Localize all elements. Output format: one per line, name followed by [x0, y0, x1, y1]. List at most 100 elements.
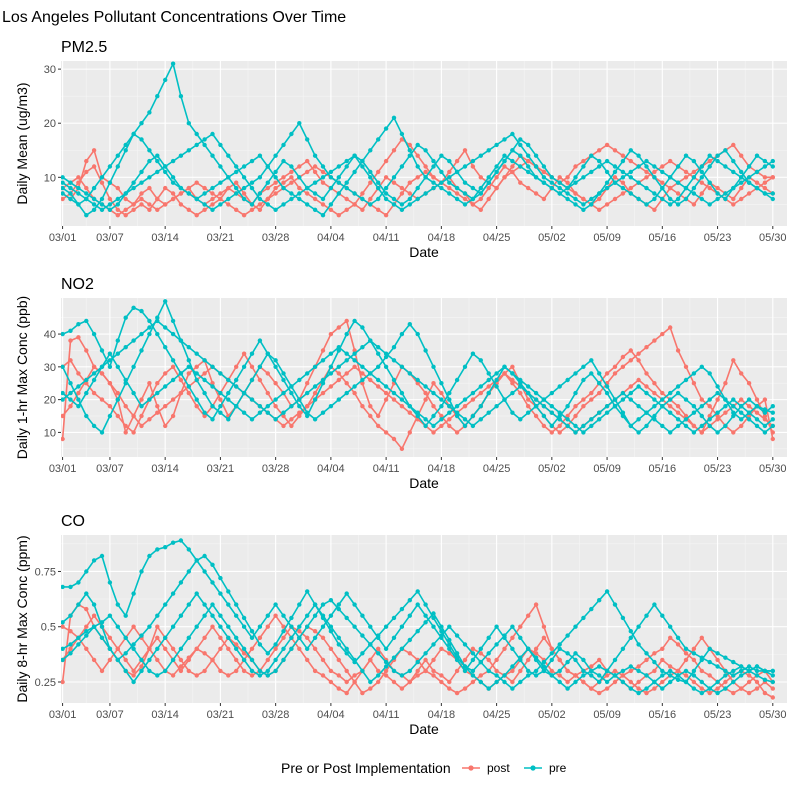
- data-point: [462, 191, 468, 196]
- data-point: [683, 153, 689, 158]
- data-point: [131, 668, 136, 674]
- data-point: [115, 413, 121, 419]
- data-point: [407, 196, 412, 202]
- data-point: [107, 364, 113, 369]
- data-point: [383, 664, 389, 669]
- data-point: [265, 613, 270, 618]
- data-point: [494, 384, 499, 389]
- data-point: [312, 384, 318, 389]
- data-point: [360, 377, 365, 383]
- data-point: [439, 185, 444, 191]
- data-point: [147, 158, 152, 164]
- data-point: [770, 436, 775, 442]
- data-point: [723, 655, 728, 660]
- data-point: [668, 158, 673, 164]
- data-point: [202, 602, 207, 607]
- data-point: [383, 354, 389, 360]
- data-point: [210, 185, 215, 191]
- data-point: [533, 397, 539, 402]
- data-point: [628, 158, 633, 164]
- data-point: [478, 679, 483, 685]
- data-point: [770, 673, 775, 678]
- data-point: [415, 377, 420, 383]
- x-tick-label: 03/01: [49, 709, 77, 721]
- data-point: [210, 417, 215, 422]
- data-point: [368, 404, 373, 409]
- data-point: [589, 153, 594, 158]
- data-point: [320, 377, 326, 383]
- data-point: [170, 646, 176, 651]
- data-point: [628, 358, 633, 363]
- data-point: [273, 646, 278, 651]
- data-point: [368, 202, 373, 207]
- data-point: [312, 169, 318, 175]
- data-point: [589, 397, 594, 402]
- data-point: [210, 613, 215, 618]
- data-point: [431, 404, 436, 409]
- data-point: [383, 191, 389, 196]
- data-point: [218, 191, 223, 196]
- data-point: [368, 175, 373, 180]
- data-point: [691, 430, 697, 435]
- data-point: [431, 624, 436, 629]
- data-point: [84, 377, 89, 383]
- data-point: [107, 613, 113, 618]
- data-point: [91, 331, 97, 337]
- data-point: [202, 371, 207, 376]
- data-point: [76, 191, 81, 196]
- data-point: [644, 651, 649, 656]
- data-point: [281, 423, 286, 429]
- data-point: [533, 175, 539, 180]
- data-point: [604, 404, 610, 409]
- data-point: [762, 417, 768, 422]
- data-point: [320, 624, 326, 629]
- data-point: [170, 191, 176, 196]
- data-point: [265, 390, 270, 396]
- data-point: [312, 196, 318, 202]
- data-point: [447, 180, 452, 185]
- data-point: [549, 175, 554, 180]
- panel-title: CO: [61, 513, 85, 530]
- data-point: [360, 364, 365, 369]
- data-point: [344, 318, 349, 324]
- data-point: [328, 364, 334, 369]
- data-point: [612, 169, 618, 175]
- data-point: [423, 620, 428, 625]
- data-point: [557, 679, 562, 685]
- data-point: [526, 646, 531, 651]
- data-point: [691, 169, 697, 175]
- data-point: [170, 624, 176, 629]
- data-point: [328, 613, 334, 618]
- data-point: [533, 655, 539, 660]
- data-point: [107, 635, 113, 640]
- data-point: [391, 390, 397, 396]
- data-point: [415, 673, 420, 678]
- data-point: [202, 413, 207, 419]
- data-point: [115, 213, 121, 218]
- data-point: [289, 131, 294, 137]
- data-point: [139, 202, 144, 207]
- data-point: [368, 338, 373, 343]
- data-point: [61, 620, 65, 625]
- data-point: [202, 185, 207, 191]
- data-point: [76, 404, 81, 409]
- data-point: [502, 175, 507, 180]
- data-point: [731, 158, 736, 164]
- data-point: [155, 635, 160, 640]
- data-point: [273, 185, 278, 191]
- data-point: [107, 657, 113, 663]
- data-point: [462, 196, 468, 202]
- data-point: [699, 180, 704, 185]
- data-point: [273, 668, 278, 674]
- data-point: [526, 390, 531, 396]
- data-point: [234, 364, 239, 369]
- data-point: [123, 345, 128, 350]
- plot-background: [61, 535, 787, 703]
- data-point: [273, 364, 278, 369]
- data-point: [312, 635, 318, 640]
- data-point: [644, 164, 649, 169]
- data-point: [376, 633, 381, 638]
- data-point: [502, 371, 507, 376]
- data-point: [163, 423, 168, 429]
- data-point: [297, 635, 302, 640]
